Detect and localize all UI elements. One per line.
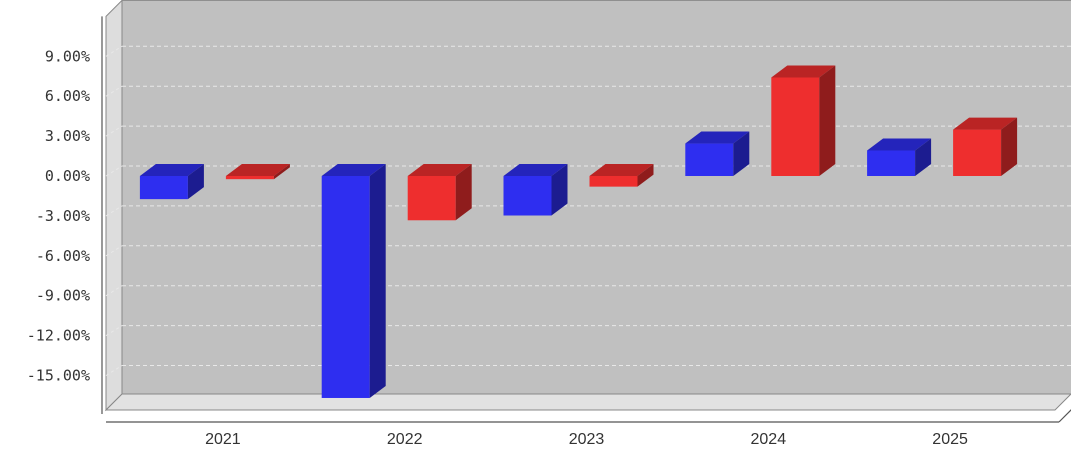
- bar-side: [1001, 117, 1018, 176]
- bar-top: [953, 117, 1018, 130]
- floor: [104, 393, 1071, 411]
- bar: [953, 129, 1002, 176]
- bar: [407, 176, 456, 221]
- bar: [867, 150, 916, 176]
- y-tick-label: 9.00%: [45, 47, 90, 65]
- bar-top: [407, 164, 472, 176]
- y-tick-label: -15.00%: [27, 367, 90, 385]
- x-tick-label: 2022: [387, 431, 423, 448]
- bar-side: [733, 131, 750, 176]
- bar-top: [589, 164, 654, 176]
- bar-side: [637, 164, 654, 187]
- y-tick-label: 6.00%: [45, 87, 90, 105]
- bar-side: [551, 164, 568, 216]
- bar-top: [771, 65, 836, 78]
- bar: [225, 176, 274, 180]
- bar-side: [455, 164, 472, 221]
- bar: [139, 176, 188, 200]
- bar: [589, 176, 638, 187]
- bar-side: [915, 138, 932, 176]
- y-tick-label: 3.00%: [45, 127, 90, 145]
- x-axis-end: [1058, 409, 1071, 423]
- x-tick-label: 2023: [569, 431, 605, 448]
- plot-background: [122, 0, 1071, 395]
- bar-top: [139, 164, 204, 176]
- bar: [685, 143, 734, 176]
- y-tick-label: -3.00%: [36, 207, 90, 225]
- x-tick-label: 2025: [932, 431, 968, 448]
- bar-top: [503, 164, 568, 176]
- bar-top: [321, 164, 386, 176]
- bar-top: [225, 164, 290, 176]
- bar-top: [867, 138, 932, 151]
- bar-side: [819, 65, 836, 176]
- bar: [321, 176, 370, 398]
- bar-side: [369, 164, 386, 398]
- bar-top: [685, 131, 750, 144]
- bar: [771, 77, 820, 176]
- bar-side: [273, 164, 290, 180]
- left-wall: [105, 0, 123, 412]
- x-tick-label: 2024: [751, 431, 787, 448]
- x-tick-label: 2021: [205, 431, 241, 448]
- y-tick-label: 0.00%: [45, 167, 90, 185]
- bar-side: [187, 164, 204, 200]
- y-tick-label: -12.00%: [27, 327, 90, 345]
- y-tick-label: -6.00%: [36, 247, 90, 265]
- bar: [503, 176, 552, 216]
- y-tick-label: -9.00%: [36, 287, 90, 305]
